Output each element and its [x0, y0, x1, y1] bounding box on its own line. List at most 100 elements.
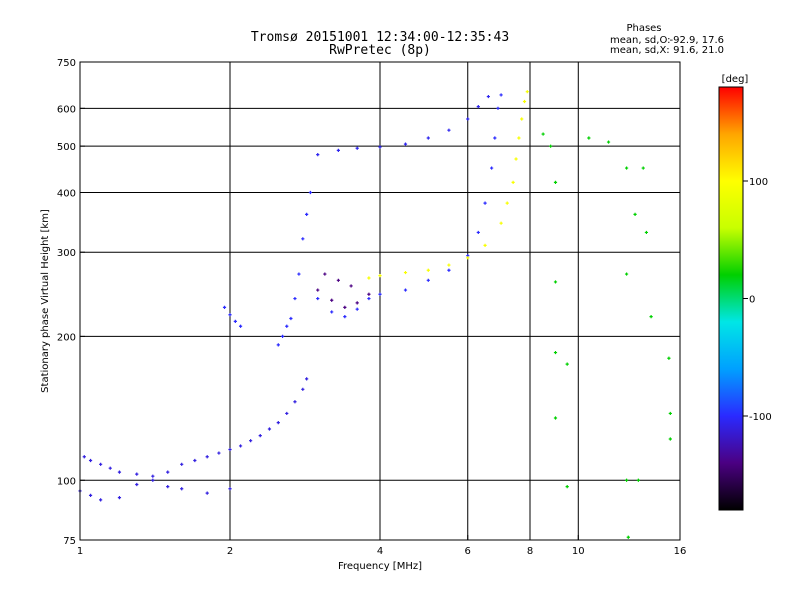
data-point: [486, 94, 490, 99]
data-point: [641, 166, 645, 170]
data-point: [522, 99, 527, 104]
data-point: [367, 276, 371, 280]
data-point: [496, 106, 500, 110]
data-point: [541, 132, 545, 136]
data-point: [151, 474, 155, 478]
data-points: [78, 90, 672, 539]
data-point: [493, 136, 497, 140]
data-point: [88, 493, 93, 497]
data-point: [135, 472, 139, 476]
data-point: [99, 498, 103, 502]
data-point: [553, 180, 558, 184]
data-point: [293, 296, 297, 301]
data-point: [258, 434, 262, 438]
data-point: [166, 485, 170, 489]
data-point: [525, 90, 529, 94]
data-point: [343, 315, 347, 319]
data-point: [505, 201, 509, 205]
data-point: [355, 301, 359, 305]
data-point: [238, 444, 243, 448]
stats-heading: Phases: [626, 23, 661, 34]
data-point: [233, 319, 237, 323]
data-point: [193, 458, 197, 463]
data-point: [378, 274, 382, 278]
data-point: [180, 487, 184, 491]
data-point: [668, 437, 672, 441]
gridlines: [80, 62, 680, 540]
data-point: [426, 268, 430, 272]
y-tick-label: 75: [63, 536, 76, 547]
x-tick-label: 2: [227, 546, 233, 557]
y-tick-label: 750: [57, 58, 76, 69]
data-point: [228, 313, 232, 317]
data-point: [293, 400, 297, 404]
data-point: [330, 298, 334, 302]
data-point: [305, 212, 309, 216]
colorbar: [718, 86, 744, 511]
data-point: [403, 288, 408, 292]
y-tick-label: 200: [57, 332, 76, 343]
data-point: [135, 482, 139, 487]
stats-o-values: -92.9, 17.6: [670, 35, 725, 46]
data-point: [355, 146, 359, 150]
data-point: [316, 153, 320, 157]
data-point: [316, 288, 320, 292]
data-point: [367, 292, 371, 296]
stats-o-label: mean, sd,O:: [610, 35, 671, 46]
data-point: [483, 243, 487, 248]
x-tick-label: 10: [572, 546, 585, 557]
data-point: [205, 455, 209, 459]
data-point: [624, 166, 629, 170]
data-point: [276, 343, 280, 347]
data-point: [108, 466, 112, 470]
data-point: [217, 451, 221, 455]
x-tick-label: 6: [465, 546, 471, 557]
data-point: [367, 296, 371, 301]
x-tick-label: 4: [377, 546, 383, 557]
data-point: [267, 427, 272, 431]
x-axis-label: Frequency [MHz]: [338, 561, 422, 572]
colorbar-tick-label: -100: [749, 412, 772, 423]
data-point: [549, 144, 553, 148]
stats-x-label: mean, sd,X:: [610, 45, 670, 56]
data-point: [606, 140, 611, 144]
data-point: [308, 190, 313, 195]
data-point: [476, 230, 480, 235]
y-axis-label: Stationary phase Virtual Height [km]: [40, 209, 51, 393]
data-point: [626, 535, 630, 539]
data-point: [349, 284, 353, 288]
data-point: [636, 478, 640, 482]
data-point: [297, 272, 301, 276]
data-point: [447, 263, 451, 267]
colorbar-label: [deg]: [722, 74, 749, 85]
data-point: [466, 117, 470, 121]
data-point: [117, 470, 122, 474]
data-point: [343, 305, 347, 309]
chart-title: Tromsø 20151001 12:34:00-12:35:43: [251, 30, 509, 45]
data-point: [88, 458, 93, 463]
data-point: [180, 462, 184, 466]
data-point: [166, 470, 170, 474]
data-point: [280, 334, 285, 338]
data-point: [336, 148, 340, 152]
data-point: [285, 324, 289, 328]
y-tick-label: 500: [57, 142, 76, 153]
data-point: [222, 305, 227, 309]
data-point: [644, 230, 649, 235]
data-point: [514, 157, 518, 161]
data-point: [587, 136, 591, 140]
data-point: [649, 315, 653, 319]
data-point: [323, 272, 327, 276]
data-point: [289, 316, 293, 321]
data-point: [490, 166, 494, 170]
data-point: [553, 350, 558, 355]
y-tick-label: 100: [57, 476, 76, 487]
data-point: [511, 180, 515, 184]
data-point: [667, 356, 671, 360]
data-point: [316, 296, 320, 301]
x-tick-label: 1: [77, 546, 83, 557]
data-point: [305, 377, 309, 381]
data-point: [624, 478, 629, 482]
data-point: [517, 136, 521, 140]
data-point: [378, 292, 382, 296]
